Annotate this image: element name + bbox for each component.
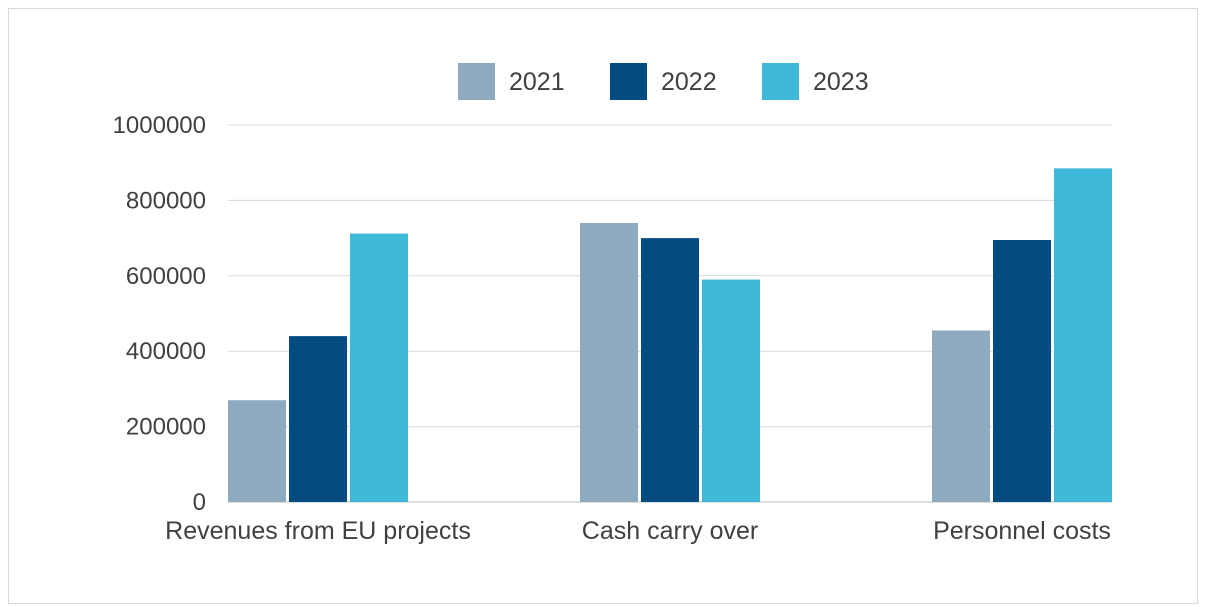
y-tick-label: 0	[193, 489, 206, 516]
x-axis-category-labels: Revenues from EU projects Cash carry over…	[165, 517, 1111, 545]
legend-label: 2023	[813, 68, 869, 96]
bar-2022-1	[641, 238, 699, 502]
legend-swatch-2022	[610, 63, 647, 100]
legend-label: 2021	[509, 68, 565, 96]
y-tick-label: 800000	[126, 187, 206, 214]
bar-2023-1	[702, 279, 760, 502]
bar-2021-0	[228, 400, 286, 502]
y-tick-label: 600000	[126, 263, 206, 290]
legend-label: 2022	[661, 68, 717, 96]
legend-swatch-2023	[762, 63, 799, 100]
bar-2021-1	[580, 223, 638, 502]
legend: 2021 2022 2023	[458, 63, 869, 100]
bar-2022-2	[993, 239, 1051, 503]
y-axis-tick-labels: 0 200000 400000 600000 800000 1000000	[113, 112, 206, 516]
y-tick-label: 400000	[126, 338, 206, 365]
y-tick-label: 200000	[126, 414, 206, 441]
bar-2023-0	[350, 233, 408, 503]
bar-2022-0	[289, 336, 347, 502]
bar-2023-2	[1054, 168, 1112, 503]
bars	[228, 168, 1112, 503]
legend-swatch-2021	[458, 63, 495, 100]
category-label: Revenues from EU projects	[165, 517, 471, 545]
bar-2021-2	[932, 330, 990, 502]
category-label: Personnel costs	[933, 517, 1111, 545]
y-tick-label: 1000000	[113, 112, 206, 139]
category-label: Cash carry over	[582, 517, 758, 545]
